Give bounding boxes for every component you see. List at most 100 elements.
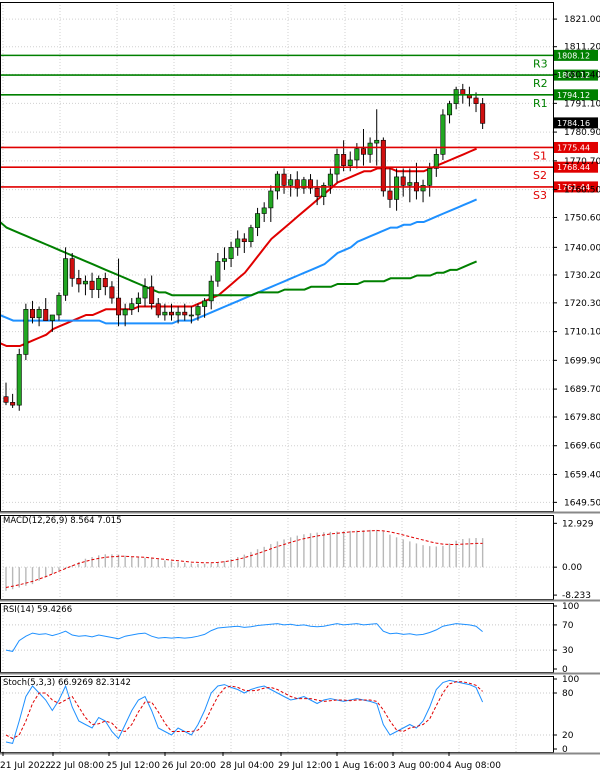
time-tick-label: 22 Jul 08:00: [50, 761, 104, 771]
level-price-label: 1801.12: [557, 71, 590, 80]
rsi-line: [5, 623, 483, 652]
candle: [334, 148, 340, 183]
candle-body: [301, 179, 307, 189]
price-tick-label: 1821.00: [564, 15, 600, 25]
price-tick-label: 1689.70: [564, 385, 600, 395]
level-price-box: [554, 181, 598, 193]
candle-body: [69, 258, 75, 279]
price-tick-label: 1780.90: [564, 128, 600, 138]
time-tick-label: 28 Jul 04:00: [220, 761, 274, 771]
candle-body: [380, 139, 386, 192]
candle: [341, 140, 347, 172]
candle: [261, 202, 267, 222]
macd-tick-label: -8.233: [562, 591, 591, 601]
candle: [433, 148, 439, 177]
candle-body: [195, 306, 201, 316]
candle: [135, 292, 141, 313]
candle: [96, 275, 102, 299]
candle-body: [480, 103, 486, 124]
candle-body: [360, 148, 366, 155]
candle: [49, 314, 55, 332]
candle-body: [3, 396, 9, 403]
candle: [308, 174, 314, 194]
candle-body: [433, 154, 439, 169]
candle-body: [129, 303, 135, 310]
candle-body: [327, 173, 333, 186]
candle: [102, 272, 108, 296]
rsi-tick-label: 0: [562, 665, 568, 675]
price-tick-label: 1710.10: [564, 328, 600, 338]
stoch-title: Stoch(5,3,3) 66.9269 82.3142: [3, 678, 131, 688]
candle: [142, 278, 148, 307]
candle: [268, 185, 274, 222]
stoch-lines: [5, 679, 484, 744]
candle-body: [63, 258, 69, 296]
candle: [274, 171, 280, 200]
candle-body: [175, 311, 181, 316]
candle-body: [169, 311, 175, 316]
candle: [241, 233, 247, 253]
stoch-tick-label: 20: [562, 731, 574, 741]
candle-body: [308, 179, 314, 189]
candle-body: [122, 309, 128, 316]
level-name-r1: R1: [533, 97, 548, 110]
macd-title: MACD(12,26,9) 8.564 7.015: [3, 516, 122, 526]
candle: [440, 109, 446, 160]
level-price-label: 1794.12: [557, 91, 590, 100]
macd-panel: 12.929 0.00 -8.233 MACD(12,26,9) 8.564 7.0…: [0, 515, 594, 601]
candle-body: [23, 309, 29, 355]
candle: [82, 275, 88, 296]
candle: [480, 97, 486, 129]
candle-body: [162, 311, 168, 316]
candle-body: [228, 247, 234, 259]
candle: [116, 258, 122, 327]
level-price-box: [554, 49, 598, 61]
candle: [221, 247, 227, 270]
candle: [36, 306, 42, 327]
candle: [374, 109, 380, 166]
candle-body: [374, 139, 380, 144]
candle: [208, 275, 214, 310]
moving-average-ma-mid: [0, 198, 478, 325]
candle-body: [347, 159, 353, 166]
current-price-box: [554, 117, 598, 129]
moving-average-lines: [0, 147, 478, 347]
candle: [387, 168, 393, 208]
candle: [76, 269, 82, 293]
candlesticks: [3, 83, 486, 411]
candle-body: [116, 297, 122, 316]
candle-body: [29, 309, 35, 319]
candle: [169, 303, 175, 321]
candle-body: [76, 278, 82, 285]
macd-tick-label: 12.929: [562, 519, 594, 529]
price-tick-label: 1649.50: [564, 498, 600, 508]
candle: [255, 207, 261, 237]
candle-body: [453, 89, 459, 104]
candle: [122, 303, 128, 327]
price-tick-label: 1720.30: [564, 299, 600, 309]
price-axis: 1821.00 1811.20 1801.40 1791.10 1780.90 1770.…: [553, 15, 600, 508]
time-tick-label: 4 Aug 08:00: [446, 761, 501, 771]
candle-body: [221, 258, 227, 262]
candle-body: [135, 297, 141, 305]
candle-body: [142, 286, 148, 299]
moving-average-ma-slow: [0, 221, 477, 297]
candle: [248, 224, 254, 248]
candle: [235, 230, 241, 256]
rsi-panel: 100 70 30 0 RSI(14) 59.4266: [0, 602, 579, 675]
pivot-levels: R3 1808.12 R2 1801.12 R1 1794.12 S1 1775.44 S2 17…: [0, 49, 598, 202]
panel-frames: [0, 2, 600, 755]
candle-body: [427, 168, 433, 186]
candle: [288, 174, 294, 197]
candle: [314, 179, 320, 206]
candle: [453, 86, 459, 110]
candle-body: [400, 176, 406, 186]
candle: [473, 92, 479, 113]
level-price-box: [554, 141, 598, 153]
candle-body: [288, 179, 294, 186]
candle-body: [241, 238, 247, 243]
candle: [447, 100, 453, 124]
candle: [301, 176, 307, 194]
candle: [367, 137, 373, 163]
